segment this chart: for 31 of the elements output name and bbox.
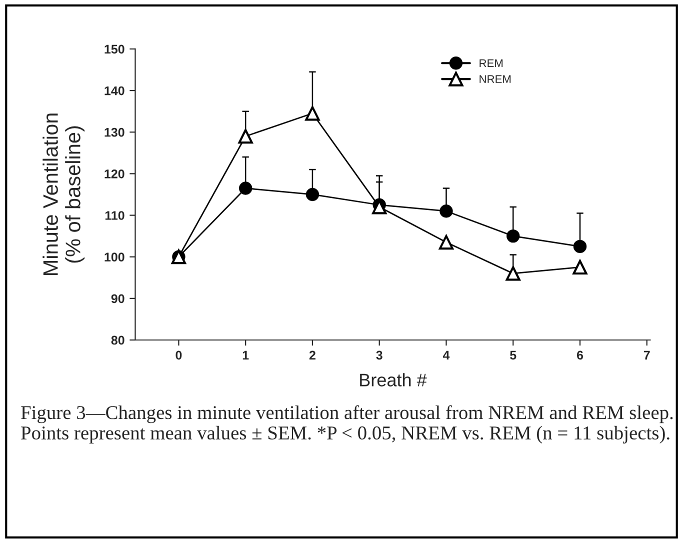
point — [306, 188, 320, 202]
legend-label: NREM — [480, 75, 511, 83]
legend-label: REM — [480, 59, 503, 68]
x-tick-label: 2 — [309, 350, 316, 360]
point — [438, 235, 454, 250]
point — [238, 128, 253, 144]
y-tick-label: 140 — [104, 86, 124, 96]
caption: Figure 3—Changes in minute ventilation after arousal from NREM and REM sleep. Points represent mean values ± SEM. *P < 0.05, NREM vs. REM (n = 11 subjects). — [21, 405, 673, 444]
y-tick-label: 90 — [111, 294, 124, 304]
point — [238, 182, 252, 195]
y-tick-label: 130 — [104, 128, 124, 137]
x-axis-title: Breath # — [360, 373, 427, 386]
y-tick-label: 80 — [111, 336, 124, 345]
x-tick-label: 7 — [644, 350, 650, 360]
y-tick-label: 100 — [104, 252, 124, 262]
point — [440, 204, 453, 218]
x-tick-label: 4 — [442, 350, 450, 360]
point — [506, 229, 520, 243]
x-tick-label: 3 — [376, 350, 382, 360]
y-tick-label: 120 — [104, 169, 124, 178]
point — [506, 266, 520, 281]
y-axis-title: Minute Ventilation (% of baseline) — [42, 114, 85, 275]
x-tick-label: 6 — [576, 350, 584, 360]
x-tick-label: 0 — [176, 350, 182, 360]
y-tick-label: 110 — [105, 211, 124, 220]
point — [305, 106, 320, 121]
point — [573, 240, 587, 254]
x-tick-label: 5 — [510, 350, 516, 360]
y-tick-label: 150 — [104, 44, 124, 54]
point — [572, 260, 588, 275]
x-tick-label: 1 — [242, 350, 249, 360]
